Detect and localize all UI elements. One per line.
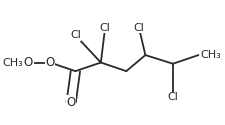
Text: CH₃: CH₃ [3,58,23,68]
Text: Cl: Cl [99,23,110,33]
Text: O: O [24,56,33,69]
Text: CH₃: CH₃ [200,50,220,60]
Text: Cl: Cl [133,23,144,33]
Text: Cl: Cl [167,92,178,102]
Text: O: O [66,96,75,108]
Text: Cl: Cl [70,30,81,40]
Text: O: O [45,56,54,69]
